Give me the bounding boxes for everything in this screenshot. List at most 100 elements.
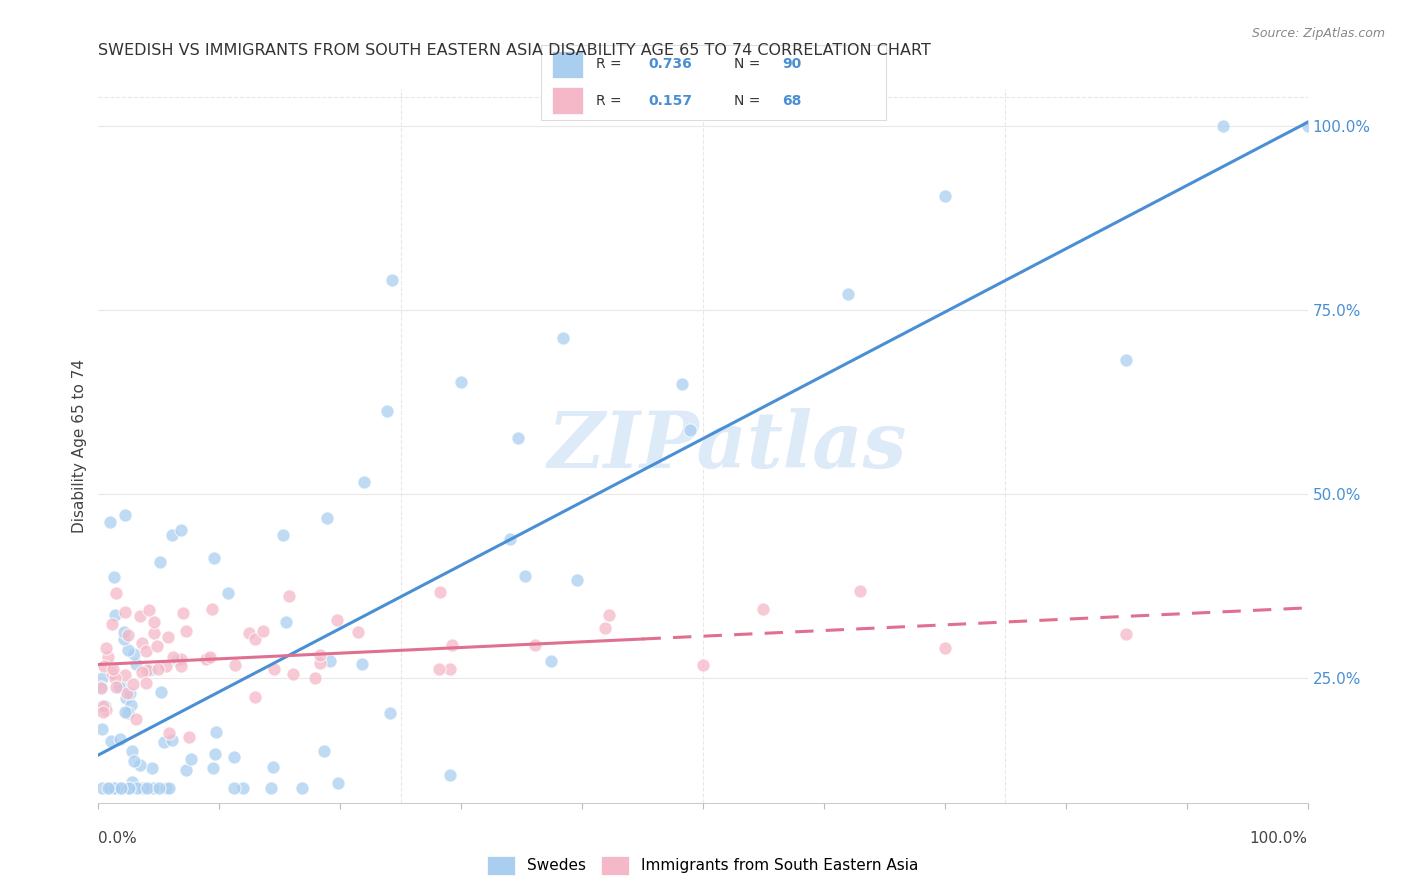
Point [91, 699, 114, 714]
Point [837, 287, 859, 301]
Point [593, 621, 616, 635]
Point [157, 781, 180, 796]
Point [125, 713, 148, 727]
Point [121, 774, 143, 789]
Point [91, 781, 114, 796]
Point [197, 651, 219, 665]
Point [1115, 626, 1137, 640]
Point [128, 757, 150, 772]
Point [117, 781, 139, 796]
Point [91, 672, 114, 686]
Point [222, 750, 245, 764]
Point [174, 624, 197, 638]
Point [162, 650, 184, 665]
Point [114, 706, 136, 720]
Y-axis label: Disability Age 65 to 74: Disability Age 65 to 74 [72, 359, 87, 533]
Point [565, 573, 588, 587]
Point [115, 686, 138, 700]
Point [101, 662, 124, 676]
Point [142, 781, 165, 796]
Point [135, 644, 157, 658]
Point [122, 755, 145, 769]
Point [131, 665, 153, 679]
Point [98, 781, 121, 796]
Point [149, 685, 172, 699]
Point [291, 781, 314, 796]
Point [934, 189, 956, 203]
Text: N =: N = [734, 94, 765, 108]
Point [132, 781, 155, 796]
Point [136, 781, 159, 796]
Point [934, 640, 956, 655]
Point [90, 680, 112, 694]
Text: 0.736: 0.736 [648, 57, 692, 71]
Point [204, 747, 226, 762]
Point [180, 751, 202, 765]
Point [1115, 353, 1137, 368]
Point [101, 665, 124, 680]
Point [326, 613, 349, 627]
Text: R =: R = [596, 94, 627, 108]
Text: ZIPatlas: ZIPatlas [547, 408, 907, 484]
Point [114, 668, 136, 682]
Point [252, 624, 274, 639]
Point [172, 606, 194, 620]
Point [110, 679, 132, 693]
Point [136, 663, 159, 677]
Point [224, 657, 246, 672]
Point [94, 641, 117, 656]
Point [103, 781, 125, 796]
Point [427, 662, 450, 676]
Point [100, 734, 122, 748]
Point [1212, 119, 1234, 133]
Legend: Swedes, Immigrants from South Eastern Asia: Swedes, Immigrants from South Eastern As… [481, 850, 925, 880]
Bar [551, 51, 582, 78]
Point [381, 273, 404, 287]
Point [238, 626, 260, 640]
Point [110, 732, 132, 747]
Text: N =: N = [734, 57, 765, 71]
Point [148, 781, 170, 796]
Point [260, 781, 283, 796]
Point [118, 686, 141, 700]
Point [105, 781, 128, 796]
Point [110, 781, 132, 796]
Point [378, 706, 401, 721]
Point [752, 602, 775, 616]
Point [232, 781, 254, 796]
Text: 100.0%: 100.0% [1250, 831, 1308, 846]
Point [108, 680, 131, 694]
Point [204, 550, 226, 565]
Point [101, 617, 124, 632]
Point [179, 730, 201, 744]
Point [112, 632, 135, 646]
Point [110, 781, 132, 796]
Point [155, 658, 177, 673]
Point [122, 677, 145, 691]
Point [146, 640, 169, 654]
Point [200, 649, 222, 664]
Point [141, 761, 163, 775]
Text: 90: 90 [782, 57, 801, 71]
Point [243, 632, 266, 647]
Point [508, 431, 530, 445]
Point [169, 658, 191, 673]
Point [1296, 119, 1319, 133]
Point [201, 602, 224, 616]
Point [121, 744, 143, 758]
Point [353, 475, 375, 489]
Point [439, 662, 461, 676]
Point [117, 706, 139, 721]
Point [93, 659, 115, 673]
Point [274, 615, 297, 629]
Text: 0.0%: 0.0% [98, 831, 138, 846]
Point [94, 703, 117, 717]
Point [143, 625, 166, 640]
Point [678, 423, 700, 437]
Text: 68: 68 [782, 94, 801, 108]
Point [347, 625, 370, 640]
Point [352, 657, 374, 671]
Point [692, 658, 714, 673]
Point [195, 651, 218, 665]
Point [146, 662, 169, 676]
